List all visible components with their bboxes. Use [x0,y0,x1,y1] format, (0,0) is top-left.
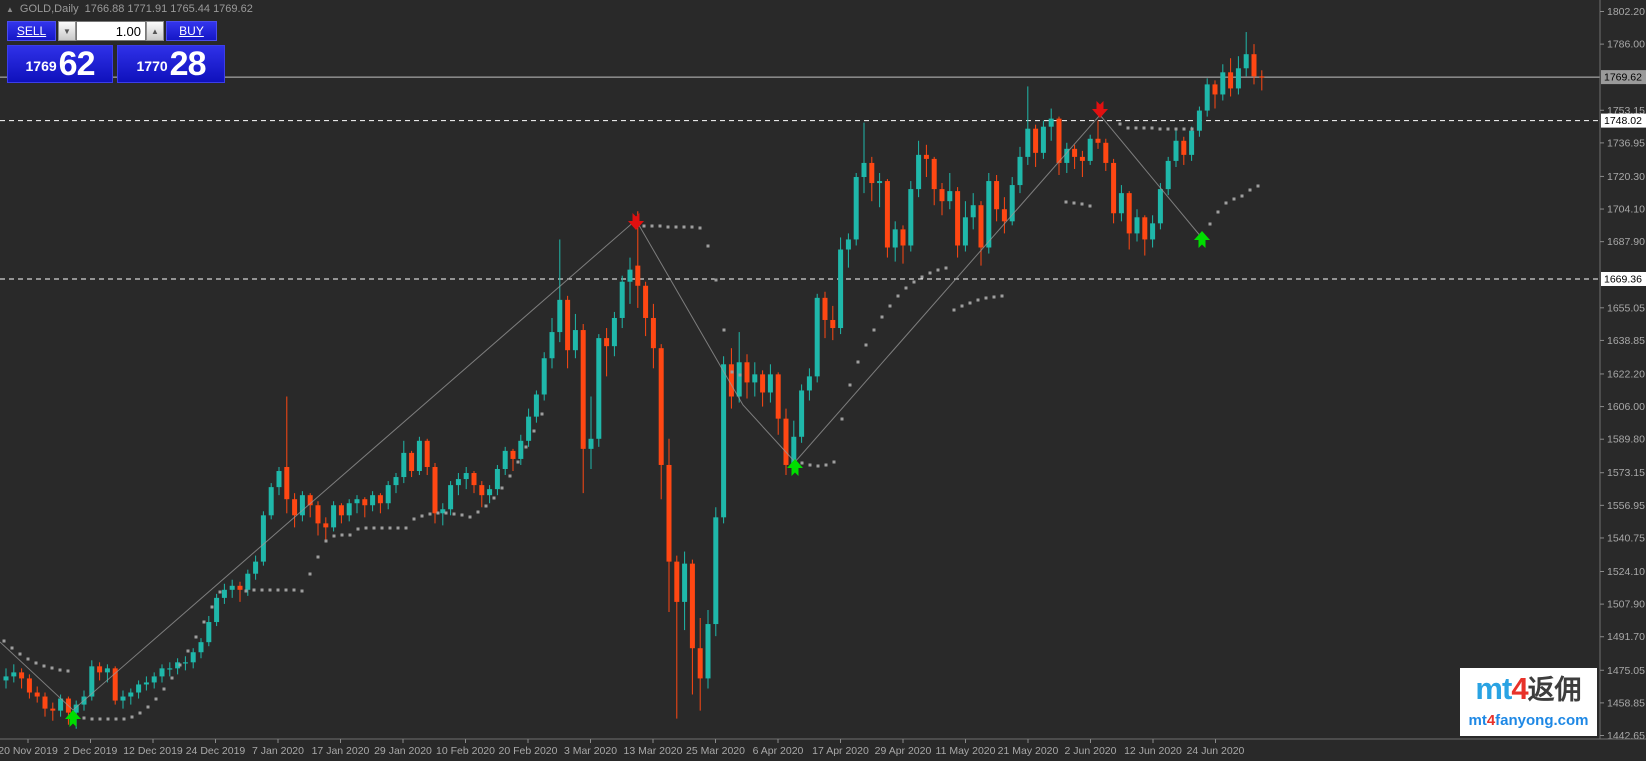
svg-text:1704.10: 1704.10 [1607,204,1645,216]
svg-text:1442.65: 1442.65 [1607,730,1645,742]
svg-text:1589.80: 1589.80 [1607,434,1645,446]
mt4fanyong-watermark: mt4返佣 mt4fanyong.com [1460,668,1597,736]
date-axis[interactable]: 20 Nov 2019 2 Dec 2019 12 Dec 2019 24 Dec 2… [0,738,1646,757]
svg-text:1736.95: 1736.95 [1607,137,1645,149]
sell-signal-arrow-icon [1092,101,1108,118]
price-level-lines [0,76,1600,280]
svg-text:25 Mar 2020: 25 Mar 2020 [686,745,745,757]
svg-text:1573.15: 1573.15 [1607,467,1645,479]
price-level-labels: 1769.62 1748.02 1669.36 [1601,70,1646,286]
svg-text:1687.90: 1687.90 [1607,236,1645,248]
svg-text:1720.30: 1720.30 [1607,171,1645,183]
sell-button[interactable]: SELL [7,21,56,41]
svg-text:2 Dec 2019: 2 Dec 2019 [64,745,118,757]
svg-text:1458.85: 1458.85 [1607,697,1645,709]
svg-text:1786.00: 1786.00 [1607,39,1645,51]
price-axis[interactable]: 1802.201786.001753.151736.951720.301704.… [1599,0,1645,742]
triangle-up-icon: ▲ [151,26,159,36]
svg-text:12 Dec 2019: 12 Dec 2019 [123,745,183,757]
svg-text:1491.70: 1491.70 [1607,631,1645,643]
svg-text:10 Feb 2020: 10 Feb 2020 [436,745,495,757]
svg-text:29 Jan 2020: 29 Jan 2020 [374,745,432,757]
svg-text:1475.05: 1475.05 [1607,665,1645,677]
sell-price-main: 1769 [25,58,57,74]
chart-title-bar: ▲ GOLD,Daily 1766.88 1771.91 1765.44 176… [6,3,253,15]
svg-text:1556.95: 1556.95 [1607,500,1645,512]
buy-quote-box[interactable]: 1770 28 [117,45,225,83]
svg-text:20 Nov 2019: 20 Nov 2019 [0,745,58,757]
ohlc-readout: 1766.88 1771.91 1765.44 1769.62 [84,3,253,15]
svg-text:1540.75: 1540.75 [1607,532,1645,544]
collapse-triangle-icon[interactable]: ▲ [6,4,14,14]
svg-text:1606.00: 1606.00 [1607,401,1645,413]
volume-decrease-button[interactable]: ▼ [58,21,76,41]
svg-text:2 Jun 2020: 2 Jun 2020 [1065,745,1117,757]
svg-text:3 Mar 2020: 3 Mar 2020 [564,745,617,757]
buy-signal-arrow-icon [787,459,803,476]
svg-text:1655.05: 1655.05 [1607,302,1645,314]
sell-price-pips: 62 [58,45,96,83]
svg-text:13 Mar 2020: 13 Mar 2020 [624,745,683,757]
buy-signal-arrow-icon [65,710,81,727]
trade-buttons-row: SELL ▼ ▲ BUY [7,21,225,41]
triangle-down-icon: ▼ [63,26,71,36]
buy-price-pips: 28 [169,45,207,83]
svg-text:24 Dec 2019: 24 Dec 2019 [186,745,246,757]
svg-text:7 Jan 2020: 7 Jan 2020 [252,745,304,757]
buy-price-main: 1770 [136,58,168,74]
sell-signal-arrow-icon [628,213,644,230]
svg-text:1769.62: 1769.62 [1604,72,1642,84]
buy-button[interactable]: BUY [166,21,217,41]
volume-input[interactable] [76,21,146,41]
svg-text:1507.90: 1507.90 [1607,599,1645,611]
svg-text:11 May 2020: 11 May 2020 [936,745,996,757]
svg-text:1669.36: 1669.36 [1604,273,1642,285]
sell-quote-box[interactable]: 1769 62 [7,45,113,83]
svg-text:6 Apr 2020: 6 Apr 2020 [753,745,804,757]
one-click-trading-panel: SELL ▼ ▲ BUY 1769 62 1770 28 [7,21,225,83]
svg-text:20 Feb 2020: 20 Feb 2020 [499,745,558,757]
svg-text:24 Jun 2020: 24 Jun 2020 [1187,745,1245,757]
watermark-site-url: mt4fanyong.com [1468,712,1589,729]
svg-text:29 Apr 2020: 29 Apr 2020 [875,745,932,757]
svg-text:1638.85: 1638.85 [1607,335,1645,347]
svg-text:1524.10: 1524.10 [1607,566,1645,578]
svg-text:21 May 2020: 21 May 2020 [998,745,1059,757]
buy-signal-arrow-icon [1194,231,1210,248]
svg-text:17 Apr 2020: 17 Apr 2020 [812,745,869,757]
svg-text:17 Jan 2020: 17 Jan 2020 [312,745,370,757]
volume-stepper: ▼ ▲ [58,21,164,41]
watermark-logo-text: mt4返佣 [1475,671,1582,706]
svg-text:1802.20: 1802.20 [1607,6,1645,18]
svg-text:1622.20: 1622.20 [1607,368,1645,380]
quote-boxes-row: 1769 62 1770 28 [7,45,225,83]
candles-layer [3,32,1265,729]
signal-arrows [65,101,1210,727]
svg-text:12 Jun 2020: 12 Jun 2020 [1124,745,1182,757]
svg-text:1748.02: 1748.02 [1604,115,1642,127]
symbol-period-label: GOLD,Daily [19,3,79,15]
volume-increase-button[interactable]: ▲ [146,21,164,41]
sar-dots-layer [2,122,1260,721]
